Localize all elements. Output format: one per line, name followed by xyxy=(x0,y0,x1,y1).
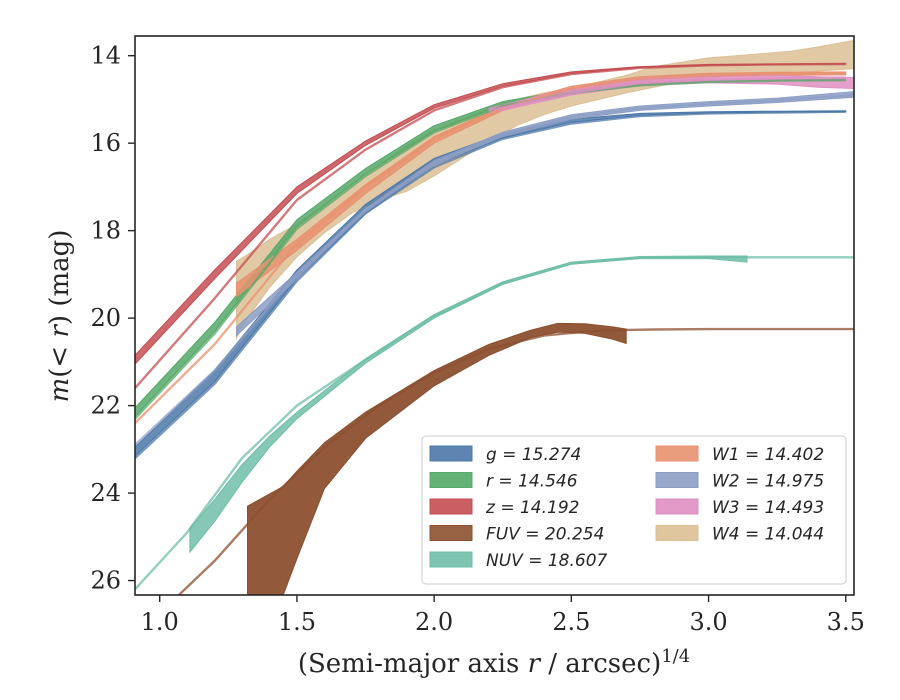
model-line-w2 xyxy=(135,93,854,446)
legend-swatch xyxy=(655,498,699,515)
legend-box xyxy=(421,435,847,585)
model-line-w3 xyxy=(488,76,846,112)
legend-entry: W4 = 14.044 xyxy=(712,525,824,545)
legend-swatch xyxy=(655,525,699,541)
legend-entry: W1 = 14.402 xyxy=(712,445,824,465)
x-axis-ticks: 1.0 1.5 2.0 2.5 3.0 3.5 xyxy=(141,595,865,636)
y-tick-label: 22 xyxy=(90,392,121,420)
y-axis-ticks: 14 16 18 20 22 24 26 xyxy=(90,42,135,595)
y-tick-label: 26 xyxy=(90,567,121,595)
model-line-g xyxy=(135,110,846,459)
x-axis-label: (Semi-major axis r / arcsec)1/4 xyxy=(298,646,690,679)
legend-swatch xyxy=(429,498,473,515)
x-tick-label: 3.0 xyxy=(689,608,727,636)
y-tick-label: 24 xyxy=(90,479,121,507)
band-nuv xyxy=(189,255,748,554)
legend-entry: W3 = 14.493 xyxy=(712,498,824,518)
model-line-z xyxy=(135,62,846,389)
legend-swatch xyxy=(429,472,473,488)
y-axis-label: m(< r) (mag) xyxy=(45,230,75,403)
legend-entry: z = 14.192 xyxy=(485,498,579,518)
x-tick-label: 3.5 xyxy=(827,608,865,636)
legend: g = 15.274 r = 14.546 z = 14.192 FUV = 20.2… xyxy=(421,435,847,585)
band-z xyxy=(135,63,847,365)
x-tick-label: 2.0 xyxy=(415,608,453,636)
legend-swatch xyxy=(429,525,473,541)
legend-swatch xyxy=(429,445,473,462)
legend-entry: FUV = 20.254 xyxy=(486,525,604,545)
legend-swatch xyxy=(655,472,699,488)
x-tick-label: 1.0 xyxy=(141,608,179,636)
band-fuv xyxy=(247,322,627,595)
series-models xyxy=(135,62,854,595)
legend-entry: g = 15.274 xyxy=(486,445,581,465)
x-tick-label: 2.5 xyxy=(552,608,590,636)
band-w1 xyxy=(236,71,847,298)
x-tick-label: 1.5 xyxy=(278,608,316,636)
legend-entry: NUV = 18.607 xyxy=(486,551,608,571)
legend-swatch xyxy=(655,445,699,462)
legend-swatch xyxy=(429,551,473,568)
model-line-nuv xyxy=(135,256,854,591)
legend-entry: r = 14.546 xyxy=(486,472,578,492)
legend-entry: W2 = 14.975 xyxy=(712,472,824,492)
model-line-fuv xyxy=(178,327,854,595)
y-tick-label: 16 xyxy=(90,129,121,157)
plot-frame xyxy=(134,35,855,596)
y-tick-label: 18 xyxy=(90,217,121,245)
y-tick-label: 14 xyxy=(90,42,121,70)
y-tick-label: 20 xyxy=(90,304,121,332)
series-bands xyxy=(135,39,854,595)
model-line-r xyxy=(135,79,846,420)
band-w4 xyxy=(236,39,854,340)
